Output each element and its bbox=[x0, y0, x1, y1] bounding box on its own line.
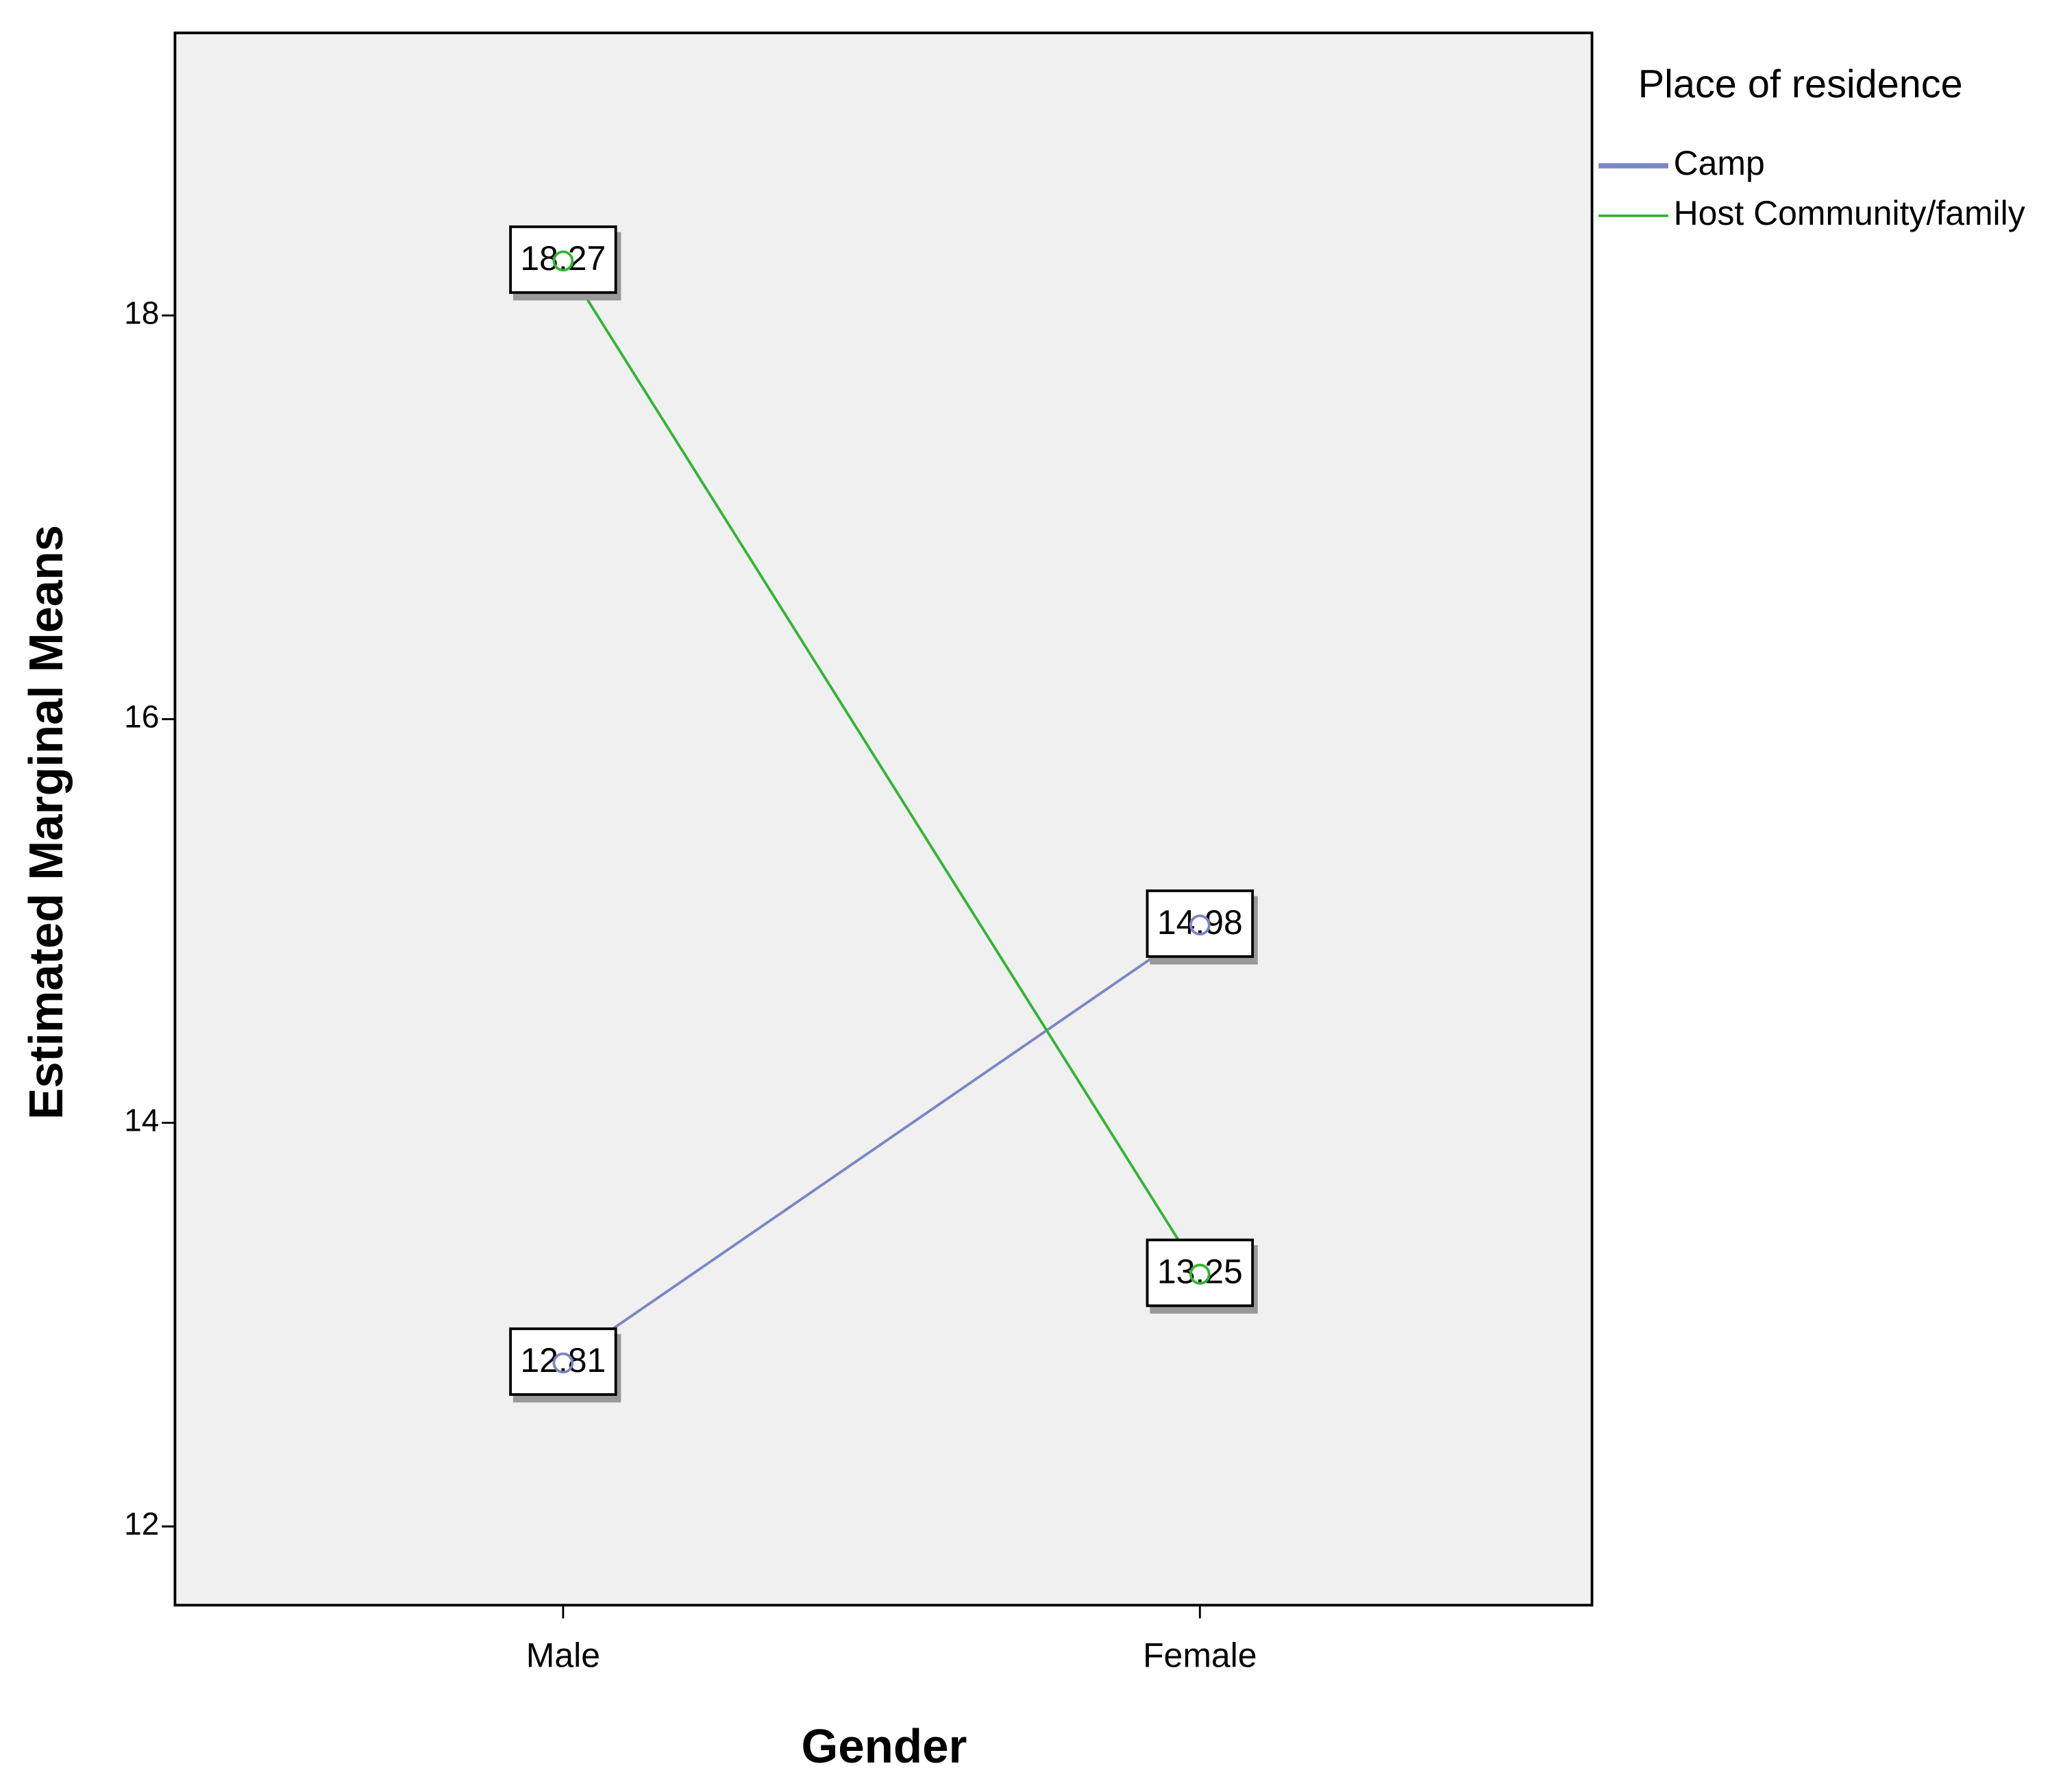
x-axis-label: Gender bbox=[801, 1719, 967, 1773]
data-label-box bbox=[1146, 889, 1255, 958]
series-line bbox=[562, 260, 1201, 1275]
point-marker bbox=[1189, 1263, 1211, 1285]
data-label: 18.27 bbox=[520, 239, 606, 278]
legend-label: Host Community/family bbox=[1674, 194, 2025, 232]
data-label-box bbox=[1146, 1238, 1255, 1308]
data-label-box bbox=[509, 1327, 617, 1396]
y-axis-label: Estimated Marginal Means bbox=[19, 525, 73, 1120]
y-tick-label: 12 bbox=[124, 1506, 159, 1542]
legend-title: Place of residence bbox=[1638, 62, 1963, 106]
plot-area bbox=[173, 32, 1594, 1607]
data-label-box bbox=[509, 225, 617, 294]
point-marker bbox=[1189, 914, 1211, 936]
x-tick-label: Male bbox=[526, 1636, 600, 1674]
y-tick-label: 16 bbox=[124, 699, 159, 735]
series-line bbox=[562, 924, 1201, 1364]
data-label: 12.81 bbox=[520, 1341, 606, 1379]
point-marker bbox=[552, 1352, 574, 1374]
y-tick-label: 14 bbox=[124, 1103, 159, 1138]
data-label: 14.98 bbox=[1157, 903, 1243, 942]
x-tick-label: Female bbox=[1143, 1636, 1257, 1674]
y-tick-label: 18 bbox=[124, 295, 159, 331]
point-marker bbox=[552, 250, 574, 272]
legend-label: Camp bbox=[1674, 144, 1765, 182]
data-label: 13.25 bbox=[1157, 1253, 1243, 1291]
